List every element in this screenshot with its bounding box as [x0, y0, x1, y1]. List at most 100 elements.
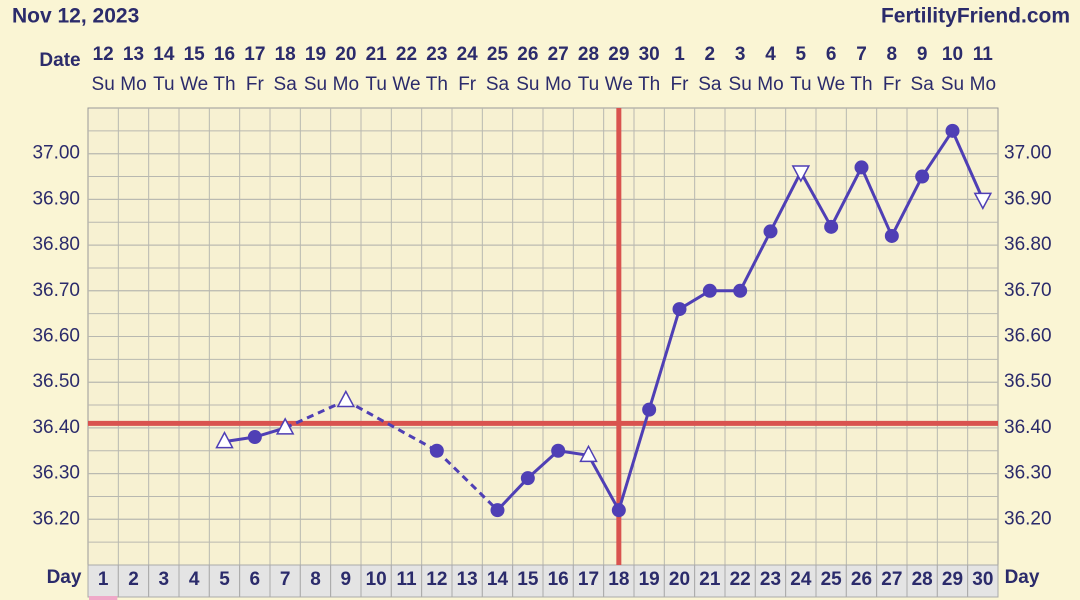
day-cell — [390, 564, 423, 598]
y-tick-label-right: 36.90 — [1004, 188, 1052, 209]
date-label: 11 — [973, 44, 994, 65]
date-label: 2 — [705, 44, 716, 65]
period-marker — [89, 596, 118, 600]
date-label: 28 — [578, 44, 599, 65]
date-label: 26 — [517, 44, 538, 65]
day-cell — [481, 564, 514, 598]
weekday-label: Fr — [671, 74, 690, 95]
y-tick-label-right: 37.00 — [1004, 143, 1052, 164]
day-number: 3 — [159, 569, 170, 590]
temp-point — [611, 503, 626, 518]
date-label: 14 — [153, 44, 175, 65]
temp-point-open — [579, 444, 598, 463]
weekday-label: Fr — [458, 74, 477, 95]
weekday-label: We — [817, 74, 845, 95]
y-tick-label: 36.50 — [32, 371, 80, 392]
day-cell — [269, 564, 301, 598]
temp-point — [672, 302, 687, 317]
brand: FertilityFriend.com — [881, 5, 1070, 28]
day-number: 10 — [366, 569, 387, 590]
day-number: 8 — [310, 569, 321, 590]
temp-line — [496, 477, 529, 512]
weekday-label: Sa — [698, 74, 722, 95]
temp-point — [824, 219, 839, 234]
y-tick-label: 36.90 — [32, 188, 80, 209]
day-number: 16 — [548, 569, 569, 590]
weekday-label: Th — [638, 74, 660, 95]
date-label: 1 — [674, 44, 685, 65]
weekday-label: Sa — [274, 74, 298, 95]
temp-point — [247, 430, 262, 445]
weekday-label: Su — [304, 74, 327, 95]
day-number: 11 — [396, 569, 417, 590]
y-tick-label: 36.80 — [32, 234, 80, 255]
temp-line — [951, 130, 985, 201]
temp-line — [587, 454, 621, 511]
day-cell — [936, 564, 969, 598]
date-label: 8 — [887, 44, 898, 65]
temp-point — [702, 283, 717, 298]
day-number: 15 — [517, 569, 539, 590]
day-number: 17 — [578, 569, 599, 590]
day-number: 9 — [341, 569, 352, 590]
day-number: 23 — [760, 569, 781, 590]
weekday-label: We — [605, 74, 633, 95]
temp-point-open — [791, 165, 811, 183]
day-number: 21 — [699, 569, 721, 590]
day-number: 2 — [128, 569, 139, 590]
temp-line-bridge — [435, 449, 499, 512]
temp-line — [829, 166, 863, 228]
day-number: 12 — [426, 569, 447, 590]
date-label: 16 — [214, 44, 235, 65]
weekday-label: Sa — [911, 74, 935, 95]
temp-point-open — [973, 192, 993, 210]
temp-point — [854, 160, 869, 175]
date-label: 17 — [244, 44, 265, 65]
day-cell — [117, 564, 150, 598]
temp-point — [884, 228, 899, 243]
day-cell — [906, 564, 938, 598]
y-tick-label-right: 36.60 — [1004, 326, 1052, 347]
day-number: 18 — [608, 569, 629, 590]
date-label: 30 — [639, 44, 660, 65]
date-label: 15 — [184, 44, 206, 65]
day-number: 20 — [669, 569, 690, 590]
day-number: 7 — [280, 569, 291, 590]
temp-point — [429, 443, 444, 458]
date-label: 27 — [548, 44, 569, 65]
day-number: 5 — [219, 569, 230, 590]
day-number: 28 — [912, 569, 933, 590]
date-label: 22 — [396, 44, 417, 65]
y-tick-label: 36.30 — [32, 463, 80, 484]
y-tick-label-right: 36.50 — [1004, 371, 1052, 392]
temp-point-open — [336, 389, 356, 408]
date-label: 20 — [335, 44, 356, 65]
temp-line — [738, 230, 772, 292]
temp-line — [617, 409, 651, 511]
temp-point-open — [215, 431, 234, 449]
date-label: 4 — [765, 44, 776, 65]
temp-point-open — [275, 417, 295, 435]
temp-point — [551, 443, 566, 458]
date-label: 13 — [123, 44, 144, 65]
day-cell — [815, 564, 847, 598]
temp-line — [769, 171, 803, 233]
weekday-label: Th — [850, 74, 872, 95]
day-cell — [572, 564, 605, 598]
date-label: 12 — [93, 44, 114, 65]
day-number: 24 — [790, 569, 812, 590]
temp-point — [733, 283, 748, 298]
day-cell — [208, 564, 241, 598]
weekday-label: Mo — [120, 74, 146, 95]
day-number: 30 — [972, 569, 993, 590]
date-label: 6 — [826, 44, 837, 65]
weekday-label: Th — [213, 74, 235, 95]
temp-point — [945, 123, 960, 138]
day-cell — [785, 564, 817, 598]
day-number: 22 — [730, 569, 751, 590]
date-label: 29 — [608, 44, 629, 65]
day-cell — [876, 564, 908, 598]
weekday-label: Tu — [578, 74, 599, 95]
temp-point — [490, 503, 505, 518]
